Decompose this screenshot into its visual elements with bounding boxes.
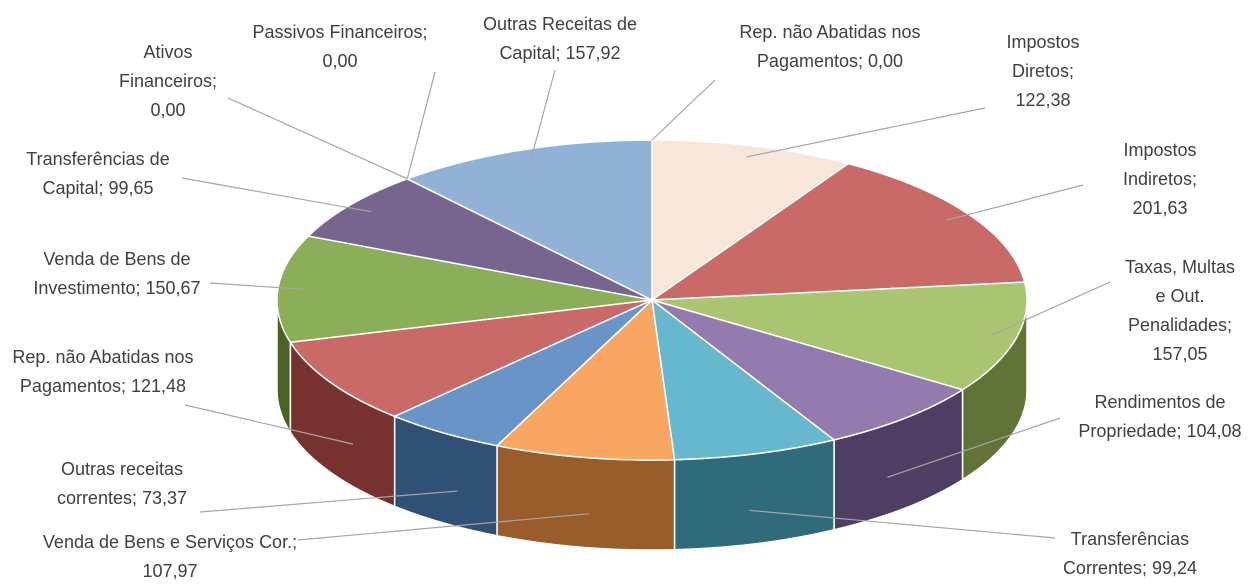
leader-line (749, 509, 1056, 539)
category-name: Transferências Correntes; (1062, 529, 1190, 578)
value-label: 99,65 (108, 178, 154, 198)
data-label: Rendimentos de Propriedade; 104,08 (1075, 388, 1245, 446)
value-label: 107,97 (142, 561, 198, 581)
data-label: Transferências de Capital; 99,65 (0, 145, 198, 203)
leader-line (199, 490, 458, 513)
value-label: 122,38 (1015, 90, 1071, 110)
data-label: Rep. não Abatidas nos Pagamentos; 0,00 (710, 18, 950, 76)
data-label: Outras receitas correntes; 73,37 (32, 455, 212, 513)
value-label: 0,00 (868, 51, 904, 71)
data-label: Ativos Financeiros; 0,00 (118, 38, 218, 125)
leader-line (946, 184, 1084, 221)
category-name: Impostos Indiretos; (1122, 140, 1198, 189)
leader-line (209, 282, 305, 290)
leader-line (297, 513, 589, 541)
slice (405, 139, 653, 302)
leader-line (184, 404, 354, 445)
value-label: 157,05 (1152, 344, 1208, 364)
category-name: Rep. não Abatidas nos Pagamentos; (12, 347, 194, 396)
value-label: 0,00 (322, 51, 358, 71)
leader-line (651, 79, 716, 141)
data-label: Venda de Bens e Serviços Cor.; 107,97 (25, 528, 315, 586)
category-name: Venda de Bens de Investimento; (33, 249, 191, 298)
category-name: Transferências de Capital; (26, 149, 170, 198)
leader-line (990, 281, 1111, 337)
data-label: Taxas, Multas e Out. Penalidades; 157,05 (1120, 253, 1240, 369)
leader-line (181, 177, 372, 213)
category-name: Impostos Diretos; (1006, 32, 1080, 81)
slice (306, 177, 653, 301)
leader-line (530, 69, 556, 161)
leader-line (406, 71, 436, 179)
data-label: Venda de Bens de Investimento; 150,67 (12, 245, 222, 303)
value-label: 201,63 (1132, 198, 1188, 218)
leader-line (746, 107, 986, 158)
slice (651, 298, 836, 461)
category-name: Outras receitas correntes; (56, 459, 184, 508)
data-label: Impostos Indiretos; 201,63 (1105, 136, 1215, 223)
value-label: 104,08 (1186, 421, 1242, 441)
value-label: 0,00 (150, 100, 186, 120)
category-name: Rep. não Abatidas nos Pagamentos; (739, 22, 921, 71)
slice (289, 299, 653, 418)
data-label: Rep. não Abatidas nos Pagamentos; 121,48 (3, 343, 203, 401)
data-label: Transferências Correntes; 99,24 (1040, 525, 1220, 583)
category-name: Rendimentos de Propriedade; (1078, 392, 1226, 441)
leader-line (227, 97, 408, 180)
slice-side (496, 444, 676, 551)
category-name: Ativos Financeiros; (118, 42, 218, 91)
value-label: 121,48 (131, 376, 187, 396)
data-label: Impostos Diretos; 122,38 (988, 28, 1098, 115)
value-label: 157,92 (565, 43, 621, 63)
value-label: 73,37 (142, 488, 188, 508)
slice (651, 139, 851, 302)
category-name: Venda de Bens e Serviços Cor.; (42, 532, 298, 552)
slice (651, 299, 965, 441)
value-label: 99,24 (1152, 558, 1198, 578)
leader-line (887, 417, 1061, 478)
slice (651, 281, 1028, 391)
slice (495, 298, 676, 461)
data-label: Passivos Financeiros; 0,00 (245, 18, 435, 76)
value-label: 150,67 (145, 278, 201, 298)
slice (276, 235, 653, 344)
data-label: Outras Receitas de Capital; 157,92 (465, 10, 655, 68)
category-name: Taxas, Multas e Out. Penalidades; (1124, 257, 1236, 335)
category-name: Outras Receitas de Capital; (482, 14, 638, 63)
category-name: Passivos Financeiros; (252, 22, 428, 42)
